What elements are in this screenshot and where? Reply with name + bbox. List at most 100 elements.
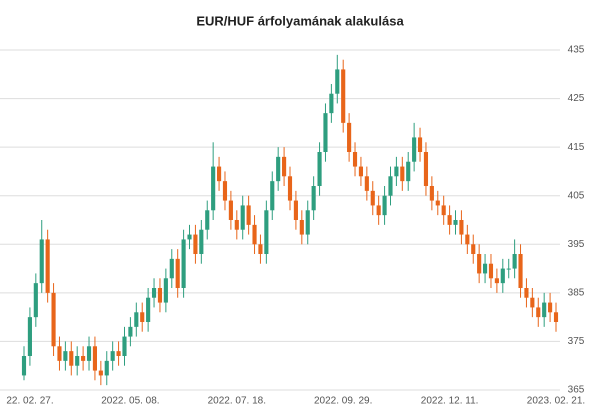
candle-body — [270, 181, 275, 211]
candle-body — [98, 370, 103, 376]
candle-body — [116, 351, 121, 356]
candle-body — [199, 229, 204, 254]
candle-body — [494, 278, 499, 284]
candle-body — [282, 156, 287, 177]
candle-body — [240, 205, 245, 230]
candle-body — [246, 205, 251, 225]
candle-body — [81, 356, 86, 361]
candle-body — [536, 307, 541, 318]
candle-body — [75, 356, 80, 366]
candle-body — [140, 312, 145, 322]
candle-body — [228, 200, 233, 220]
candle-body — [169, 258, 174, 279]
candle-body — [216, 166, 222, 182]
candle-body — [506, 268, 511, 270]
candle-body — [341, 69, 346, 123]
candle-body — [500, 268, 505, 284]
candle-body — [205, 210, 210, 230]
candle-body — [429, 186, 434, 201]
candle-body — [524, 288, 529, 298]
candle-body — [482, 263, 488, 274]
y-tick-label: 425 — [568, 93, 585, 104]
candle-body — [323, 113, 328, 152]
candle-body — [305, 210, 310, 235]
candle-body — [352, 152, 358, 167]
candle-body — [406, 161, 411, 182]
chart-title: EUR/HUF árfolyamának alakulása — [196, 13, 404, 28]
candle-body — [33, 283, 38, 318]
candle-body — [459, 220, 464, 235]
candle-body — [146, 297, 151, 322]
candle-body — [435, 200, 440, 206]
candle-body — [134, 312, 139, 327]
candle-body — [63, 351, 68, 361]
candle-body — [252, 224, 257, 245]
candle-body — [530, 297, 535, 308]
y-tick-label: 375 — [568, 336, 585, 347]
y-tick-label: 385 — [568, 287, 585, 298]
candle-body — [382, 195, 387, 216]
y-tick-label: 395 — [568, 239, 585, 250]
candle-body — [335, 69, 340, 94]
candle-body — [358, 166, 364, 177]
candle-body — [400, 166, 405, 182]
candle-body — [187, 234, 192, 240]
candle-body — [347, 122, 352, 152]
candle-body — [471, 244, 476, 254]
candle-body — [376, 205, 381, 216]
candle-body — [122, 336, 127, 356]
candle-body — [57, 346, 62, 361]
candle-body — [258, 244, 263, 254]
candle-body — [211, 166, 216, 211]
candle-body — [423, 152, 429, 186]
candle-body — [69, 351, 74, 366]
candle-body — [364, 176, 369, 191]
candle-body — [234, 220, 239, 230]
x-tick-label: 2022. 07. 18. — [208, 396, 266, 407]
candle-body — [287, 176, 293, 201]
candle-body — [157, 288, 163, 303]
candle-body — [542, 302, 547, 318]
candle-body — [128, 326, 133, 337]
candle-body — [447, 215, 452, 225]
candle-body — [151, 288, 157, 298]
candle-body — [465, 234, 470, 245]
x-tick-label: 2022. 09. 29. — [314, 396, 372, 407]
candle-body — [92, 346, 98, 371]
y-tick-label: 435 — [568, 45, 585, 56]
candle-body — [104, 360, 109, 376]
candle-body — [51, 292, 56, 347]
y-tick-label: 405 — [568, 190, 585, 201]
candle-body — [193, 234, 198, 254]
candle-body — [548, 302, 553, 313]
candle-body — [45, 239, 50, 293]
candle-body — [370, 190, 375, 206]
y-tick-label: 365 — [568, 385, 585, 396]
x-tick-label: 22. 02. 27. — [6, 396, 53, 407]
x-tick-label: 2022. 12. 11. — [421, 396, 479, 407]
candle-body — [488, 263, 494, 279]
candle-body — [329, 93, 334, 114]
candle-body — [163, 278, 168, 303]
candle-body — [518, 254, 523, 288]
candle-body — [553, 312, 559, 322]
x-tick-label: 2022. 05. 08. — [101, 396, 159, 407]
candle-body — [317, 152, 322, 186]
candle-body — [39, 239, 44, 284]
candle-body — [276, 156, 281, 182]
candle-body — [86, 346, 92, 361]
candle-body — [222, 181, 228, 201]
candle-body — [412, 137, 417, 162]
candle-body — [311, 186, 316, 211]
candle-body — [21, 356, 27, 376]
candle-body — [181, 239, 186, 288]
candle-body — [299, 220, 304, 235]
candle-body — [110, 351, 115, 361]
y-tick-label: 415 — [568, 142, 585, 153]
candle-body — [175, 258, 180, 288]
candle-body — [293, 200, 298, 220]
x-tick-label: 2023. 02. 21. — [527, 396, 585, 407]
candle-body — [388, 176, 393, 196]
candle-body — [512, 254, 517, 269]
